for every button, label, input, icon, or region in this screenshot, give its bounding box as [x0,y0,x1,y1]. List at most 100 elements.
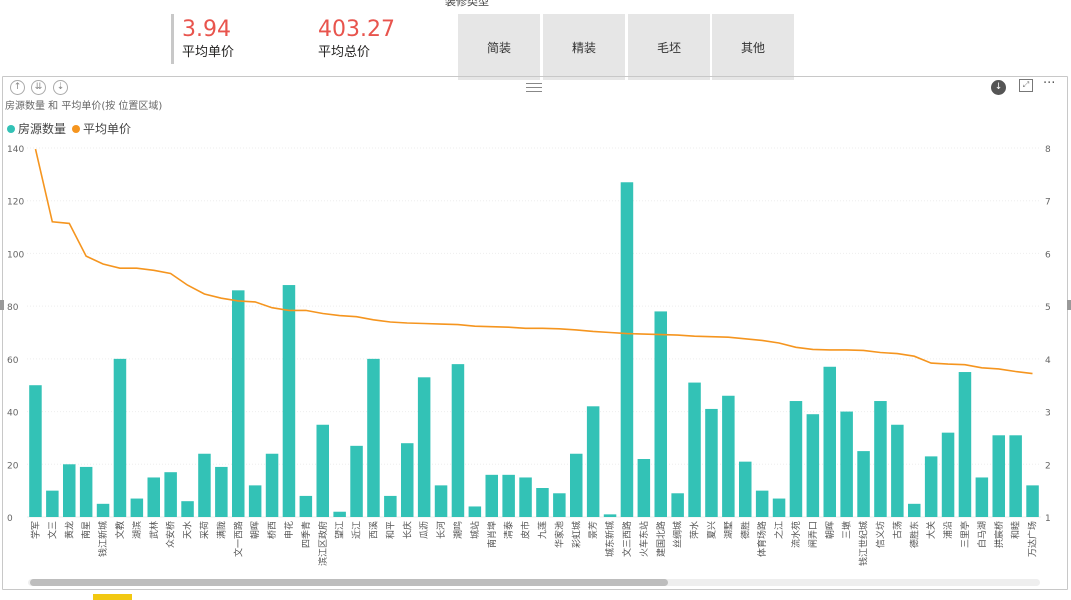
x-tick-label: 浦沿 [942,521,954,539]
drill-down-icon[interactable]: ⇣ [53,80,68,95]
bar [569,453,583,517]
y-right-tick-label: 6 [1045,250,1051,260]
x-tick-label: 文三西路 [621,521,633,557]
x-tick-label: 流水苑 [790,521,802,548]
x-tick-label: 闸弄口 [808,521,819,548]
x-tick-label: 朝晖 [825,521,836,539]
bar [384,495,397,517]
kpi-value: 3.94 [182,17,231,42]
slicer-option-rough[interactable]: 毛坯 [628,14,710,80]
bar [806,414,820,517]
x-tick-label: 四季青 [300,521,312,548]
horizontal-scrollbar-thumb[interactable] [30,579,668,586]
resize-handle-right[interactable] [1067,300,1071,310]
x-tick-label: 城东新城 [604,521,616,557]
more-options-icon[interactable]: ··· [1043,76,1056,91]
bar [164,472,177,517]
y-right-tick-label: 1 [1045,514,1051,524]
x-tick-label: 建国北路 [655,521,667,557]
x-tick-label: 萍水 [689,521,701,539]
x-tick-label: 信义坊 [874,521,886,548]
y-left-tick-label: 100 [7,250,24,260]
chart-title: 房源数量 和 平均单价(按 位置区域) [5,101,163,112]
drag-handle[interactable] [526,83,542,92]
bar [789,401,803,517]
x-tick-label: 三里亭 [959,521,971,548]
x-tick-label: 白马湖 [976,521,988,548]
bar [265,453,279,517]
kpi-divider [171,14,174,64]
kpi-avg-unit-price: 3.94 平均单价 [182,16,234,62]
x-tick-label: 瓜沥 [419,521,430,539]
x-tick-label: 彩虹城 [571,521,582,548]
kpi-label: 平均总价 [318,45,371,60]
x-tick-label: 湖墅 [723,521,734,539]
resize-handle-left[interactable] [0,300,4,310]
bar [1026,485,1039,517]
x-tick-label: 体育场路 [756,521,768,557]
x-tick-label: 近江 [351,521,363,539]
y-right-tick-label: 4 [1045,356,1051,366]
x-tick-label: 钱江世纪城 [858,521,870,566]
slicer-option-other[interactable]: 其他 [712,14,794,80]
bar [485,474,499,517]
bar [79,466,93,517]
x-tick-label: 大关 [925,521,937,539]
x-tick-label: 和平 [385,521,396,539]
x-tick-label: 湖滨 [131,521,143,539]
x-tick-label: 皮市 [520,521,532,539]
focus-mode-icon[interactable]: ⤢ [1019,79,1033,92]
y-left-tick-label: 140 [7,145,24,155]
bar [519,477,532,517]
y-left-tick-label: 120 [7,198,24,208]
y-right-tick-label: 3 [1045,409,1051,419]
line-series-avg-price [34,148,1033,375]
x-tick-label: 德胜 [739,521,751,539]
x-tick-label: 文三 [46,521,58,539]
y-right-tick-label: 5 [1045,303,1051,313]
legend-item-count[interactable]: 房源数量 [7,120,66,137]
y-right-tick-label: 2 [1045,461,1051,471]
bar [738,461,752,517]
x-tick-label: 黄龙 [63,521,75,539]
slicer-option-simple[interactable]: 简装 [458,14,540,80]
y-right-tick-label: 8 [1045,145,1051,155]
x-tick-label: 申花 [283,521,295,539]
bar [840,411,853,517]
bar [941,432,955,517]
bar [417,377,431,517]
bar [62,464,76,517]
legend-label: 平均单价 [83,122,132,136]
bar [924,456,938,517]
y-right-tick-label: 7 [1045,198,1051,208]
y-left-tick-label: 0 [7,514,13,524]
x-tick-label: 潮鸣 [452,521,464,539]
x-tick-label: 朝晖 [250,521,261,539]
x-tick-label: 火车东站 [638,521,650,557]
slicer-option-fine[interactable]: 精装 [543,14,625,80]
x-tick-label: 天水 [182,521,194,539]
bar [975,477,989,517]
download-icon[interactable]: ↓ [991,80,1006,95]
kpi-avg-total-price: 403.27 平均总价 [318,16,395,62]
x-tick-label: 文一西路 [232,521,244,557]
x-tick-label: 采荷 [199,521,210,539]
y-left-tick-label: 80 [7,303,19,313]
legend-item-price[interactable]: 平均单价 [72,120,131,137]
bar [553,493,566,517]
bar [451,364,465,517]
drill-up-icon[interactable]: ↑ [10,80,25,95]
bar [536,488,549,517]
bar [502,474,515,517]
y-left-tick-label: 60 [7,356,19,366]
expand-all-icon[interactable]: ⇊ [31,80,46,95]
bar [586,406,600,517]
x-tick-label: 桥西 [266,521,278,539]
x-tick-label: 望江 [334,521,346,539]
bar [231,290,245,517]
bar [468,506,482,517]
bar [367,358,380,517]
page-tab-indicator[interactable] [93,594,132,600]
x-tick-label: 古荡 [891,521,903,539]
kpi-label: 平均单价 [182,45,235,60]
